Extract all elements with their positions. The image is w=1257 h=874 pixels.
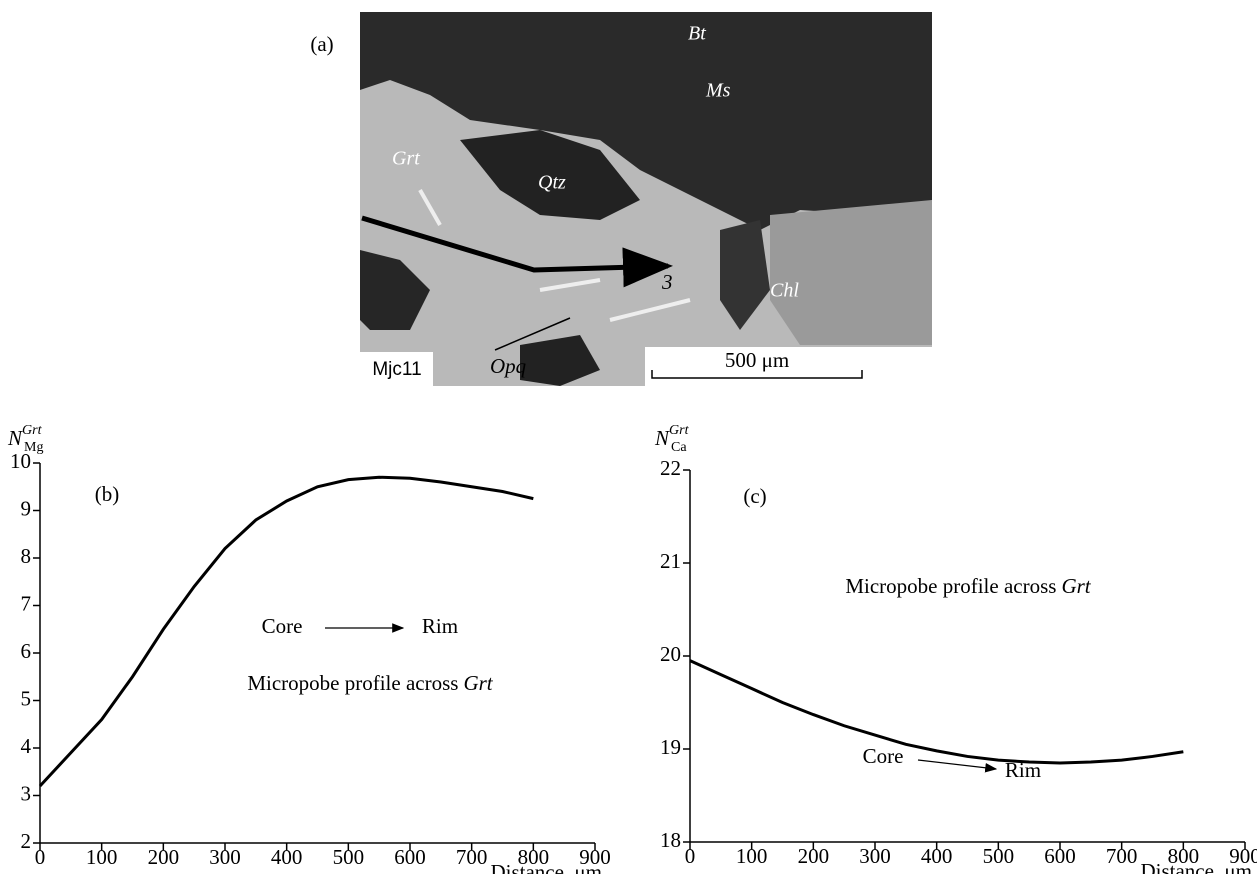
- y-tick-label: 22: [660, 456, 681, 480]
- y-tick-label: 7: [21, 591, 32, 615]
- annotation: Core: [863, 744, 904, 768]
- figure: Bt Ms Grt Qtz 3 Chl Opq Mjc11 500 μm (a)…: [0, 0, 1257, 874]
- y-label-subscript: Ca: [671, 440, 687, 455]
- annotation-mineral: Grt: [463, 671, 493, 695]
- data-line: [690, 661, 1183, 763]
- y-tick-label: 18: [660, 828, 681, 852]
- annotation-text: Micropobe profile across: [247, 671, 458, 695]
- x-tick-label: 100: [736, 844, 768, 868]
- y-label-symbol: N: [654, 426, 670, 450]
- y-tick-label: 6: [21, 639, 32, 663]
- y-label-symbol: N: [7, 426, 23, 450]
- annotation-text: Micropobe profile across: [845, 574, 1056, 598]
- x-tick-label: 300: [859, 844, 891, 868]
- mineral-label: Grt: [392, 148, 420, 170]
- x-tick-label: 200: [148, 845, 180, 869]
- mineral-label: Opq: [490, 354, 527, 378]
- y-tick-label: 9: [21, 496, 32, 520]
- x-tick-label: 400: [271, 845, 303, 869]
- mineral-label: Ms: [705, 80, 731, 102]
- panel-label: (c): [743, 484, 766, 508]
- x-tick-label: 400: [921, 844, 953, 868]
- annotation: Rim: [422, 614, 458, 638]
- y-tick-label: 2: [21, 829, 32, 853]
- mineral-label: Qtz: [538, 172, 566, 194]
- y-tick-label: 21: [660, 549, 681, 573]
- y-tick-label: 19: [660, 735, 681, 759]
- x-tick-label: 300: [209, 845, 241, 869]
- annotation-mineral: Grt: [1061, 574, 1091, 598]
- x-tick-label: 0: [35, 845, 46, 869]
- x-tick-label: 700: [456, 845, 488, 869]
- y-label-superscript: Grt: [669, 423, 690, 438]
- panel-label: (b): [95, 482, 120, 506]
- x-tick-label: 500: [983, 844, 1015, 868]
- x-tick-label: 500: [333, 845, 365, 869]
- x-tick-label: 700: [1106, 844, 1138, 868]
- y-tick-label: 5: [21, 686, 32, 710]
- x-tick-label: 600: [1044, 844, 1076, 868]
- y-axis-label: NGrt Ca: [654, 423, 690, 455]
- y-label-subscript: Mg: [24, 440, 43, 455]
- mineral-label: Bt: [688, 23, 706, 45]
- y-tick-label: 8: [21, 544, 32, 568]
- x-axis-label: Distance, μm: [490, 860, 602, 874]
- profile-label: 3: [661, 270, 673, 294]
- y-tick-label: 20: [660, 642, 681, 666]
- panel-label: (a): [310, 32, 333, 56]
- sample-label: Mjc11: [372, 359, 421, 380]
- annotation-arrow: [918, 760, 996, 769]
- y-label-superscript: Grt: [22, 423, 43, 438]
- x-tick-label: 600: [394, 845, 426, 869]
- x-axis-label: Distance, μm: [1140, 859, 1252, 874]
- x-tick-label: 200: [798, 844, 830, 868]
- x-tick-label: 100: [86, 845, 118, 869]
- x-tick-label: 0: [685, 844, 696, 868]
- mineral-label: Chl: [770, 280, 799, 302]
- micrograph: Bt Ms Grt Qtz 3 Chl Opq Mjc11 500 μm: [360, 12, 932, 386]
- annotation: Core: [262, 614, 303, 638]
- y-tick-label: 3: [21, 781, 32, 805]
- scale-bar-label: 500 μm: [725, 348, 789, 372]
- y-tick-label: 4: [21, 734, 32, 758]
